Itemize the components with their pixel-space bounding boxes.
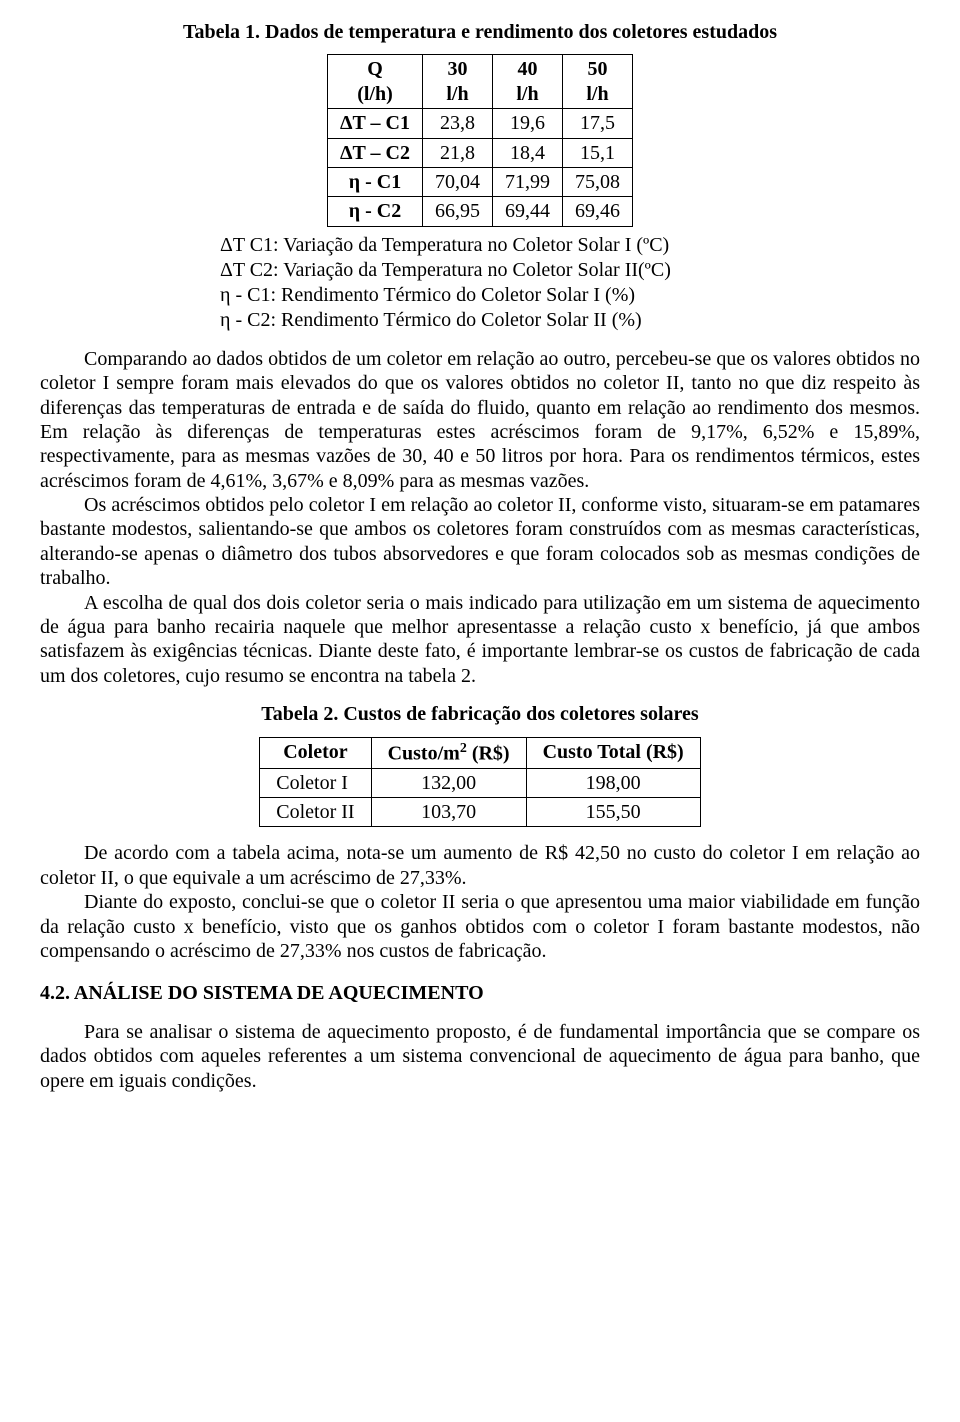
paragraph: Diante do exposto, conclui-se que o cole…: [40, 890, 920, 963]
table1-rowlabel: η - C2: [328, 197, 423, 226]
table1-cell: 69,46: [562, 197, 632, 226]
table-row: η - C2 66,95 69,44 69,46: [328, 197, 633, 226]
table2-header-col1: Custo/m2 (R$): [371, 737, 526, 768]
table1-cell: 69,44: [492, 197, 562, 226]
table-row: ΔT – C2 21,8 18,4 15,1: [328, 138, 633, 167]
page-root: Tabela 1. Dados de temperatura e rendime…: [0, 0, 960, 1133]
table1-header-col2: 50 l/h: [562, 55, 632, 109]
table1-legend: ΔT C1: Variação da Temperatura no Coleto…: [220, 233, 740, 333]
table2-head: Coletor Custo/m2 (R$) Custo Total (R$): [260, 737, 700, 768]
table-row: Coletor I 132,00 198,00: [260, 768, 700, 797]
table1-cell: 21,8: [422, 138, 492, 167]
legend-line: η - C2: Rendimento Térmico do Coletor So…: [220, 308, 740, 333]
table1: Q (l/h) 30 l/h 40 l/h 50 l/h ΔT – C1 23,…: [327, 54, 633, 226]
legend-line: η - C1: Rendimento Térmico do Coletor So…: [220, 283, 740, 308]
paragraph: A escolha de qual dos dois coletor seria…: [40, 591, 920, 689]
table1-head: Q (l/h) 30 l/h 40 l/h 50 l/h: [328, 55, 633, 109]
table2-caption: Tabela 2. Custos de fabricação dos colet…: [40, 702, 920, 726]
table2-body: Coletor I 132,00 198,00 Coletor II 103,7…: [260, 768, 700, 827]
table2-cell: 132,00: [371, 768, 526, 797]
table2-header-col0: Coletor: [260, 737, 371, 768]
paragraph: De acordo com a tabela acima, nota-se um…: [40, 841, 920, 890]
table2-rowlabel: Coletor I: [260, 768, 371, 797]
table2-col1-base: Custo/m: [388, 742, 460, 764]
table1-cell: 66,95: [422, 197, 492, 226]
table1-cell: 23,8: [422, 109, 492, 138]
table1-header-col1: 40 l/h: [492, 55, 562, 109]
superscript: 2: [460, 741, 467, 756]
table2-cell: 198,00: [526, 768, 700, 797]
table-row: η - C1 70,04 71,99 75,08: [328, 167, 633, 196]
table1-cell: 18,4: [492, 138, 562, 167]
table1-cell: 15,1: [562, 138, 632, 167]
table1-rowlabel: ΔT – C1: [328, 109, 423, 138]
paragraph: Para se analisar o sistema de aqueciment…: [40, 1020, 920, 1093]
table2-header-col2: Custo Total (R$): [526, 737, 700, 768]
table1-cell: 71,99: [492, 167, 562, 196]
table2-cell: 103,70: [371, 798, 526, 827]
table1-cell: 75,08: [562, 167, 632, 196]
table1-cell: 70,04: [422, 167, 492, 196]
table1-header-q: Q (l/h): [328, 55, 423, 109]
paragraph: Os acréscimos obtidos pelo coletor I em …: [40, 493, 920, 591]
table2-rowlabel: Coletor II: [260, 798, 371, 827]
table-row: ΔT – C1 23,8 19,6 17,5: [328, 109, 633, 138]
section-heading: 4.2. ANÁLISE DO SISTEMA DE AQUECIMENTO: [40, 981, 920, 1005]
table2-cell: 155,50: [526, 798, 700, 827]
table1-cell: 19,6: [492, 109, 562, 138]
table1-caption: Tabela 1. Dados de temperatura e rendime…: [40, 20, 920, 44]
table1-rowlabel: ΔT – C2: [328, 138, 423, 167]
table1-cell: 17,5: [562, 109, 632, 138]
table-row: Coletor II 103,70 155,50: [260, 798, 700, 827]
table1-body: ΔT – C1 23,8 19,6 17,5 ΔT – C2 21,8 18,4…: [328, 109, 633, 227]
legend-line: ΔT C1: Variação da Temperatura no Coleto…: [220, 233, 740, 258]
table2-col1-suffix: (R$): [467, 742, 510, 764]
table2: Coletor Custo/m2 (R$) Custo Total (R$) C…: [259, 737, 700, 828]
legend-line: ΔT C2: Variação da Temperatura no Coleto…: [220, 258, 740, 283]
table1-header-col0: 30 l/h: [422, 55, 492, 109]
paragraph: Comparando ao dados obtidos de um coleto…: [40, 347, 920, 493]
table1-rowlabel: η - C1: [328, 167, 423, 196]
